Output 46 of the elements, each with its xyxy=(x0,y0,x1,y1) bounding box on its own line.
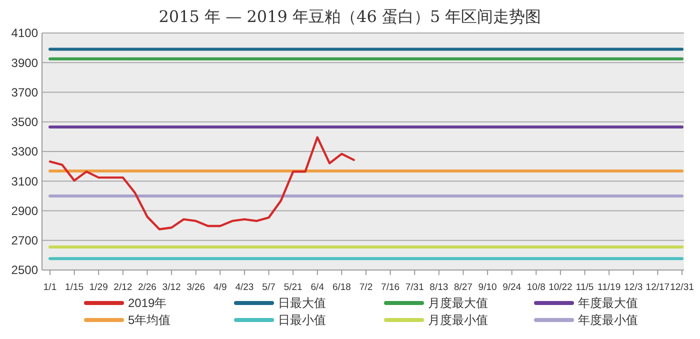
x-tick-label: 5/7 xyxy=(262,282,276,293)
legend-label: 日最大值 xyxy=(278,296,326,310)
x-tick-label: 1/29 xyxy=(89,282,108,293)
y-tick-label: 3300 xyxy=(11,144,38,159)
x-tick-label: 4/9 xyxy=(214,282,227,293)
legend-label: 日最小值 xyxy=(278,313,326,328)
x-tick-label: 9/24 xyxy=(502,282,522,293)
x-tick-label: 12/17 xyxy=(646,282,670,293)
legend-label: 5年均值 xyxy=(128,313,171,328)
legend-label: 年度最大值 xyxy=(578,296,638,310)
x-tick-label: 6/18 xyxy=(332,282,351,293)
x-tick-label: 8/13 xyxy=(430,282,448,293)
legend-label: 年度最小值 xyxy=(578,313,638,328)
x-tick-label: 4/23 xyxy=(235,282,254,293)
x-tick-label: 12/3 xyxy=(624,282,643,293)
y-tick-label: 3100 xyxy=(11,174,38,188)
x-tick-label: 8/27 xyxy=(454,282,472,293)
x-tick-label: 11/5 xyxy=(576,282,594,293)
x-tick-label: 7/16 xyxy=(381,282,400,293)
x-tick-label: 10/22 xyxy=(548,282,572,293)
x-tick-label: 5/21 xyxy=(284,282,302,293)
chart-title: 2015 年 — 2019 年豆粕（46 蛋白）5 年区间走势图 xyxy=(158,7,542,26)
x-tick-label: 2/12 xyxy=(114,282,132,293)
y-tick-label: 2900 xyxy=(11,204,38,218)
x-tick-label: 3/26 xyxy=(186,282,206,293)
y-tick-label: 3500 xyxy=(11,115,38,130)
legend-label: 2019年 xyxy=(128,296,167,310)
x-tick-label: 9/10 xyxy=(478,282,497,293)
y-tick-label: 2700 xyxy=(11,234,38,248)
x-tick-label: 7/31 xyxy=(405,282,424,293)
x-tick-label: 10/8 xyxy=(526,282,546,293)
x-tick-label: 12/31 xyxy=(670,282,694,293)
x-tick-label: 1/15 xyxy=(65,282,84,293)
y-tick-label: 4100 xyxy=(11,26,38,40)
y-tick-label: 3700 xyxy=(11,85,38,100)
x-tick-label: 2/26 xyxy=(138,282,156,293)
y-tick-label: 2500 xyxy=(11,263,38,278)
y-tick-label: 3900 xyxy=(11,56,38,70)
x-tick-label: 7/2 xyxy=(359,282,373,293)
legend-label: 月度最小值 xyxy=(428,313,488,328)
x-tick-label: 3/12 xyxy=(162,282,181,293)
x-tick-label: 1/1 xyxy=(43,282,57,293)
line-series xyxy=(48,136,355,230)
x-tick-label: 6/4 xyxy=(310,282,324,293)
x-tick-label: 11/19 xyxy=(598,282,621,293)
legend-label: 月度最大值 xyxy=(428,296,488,310)
